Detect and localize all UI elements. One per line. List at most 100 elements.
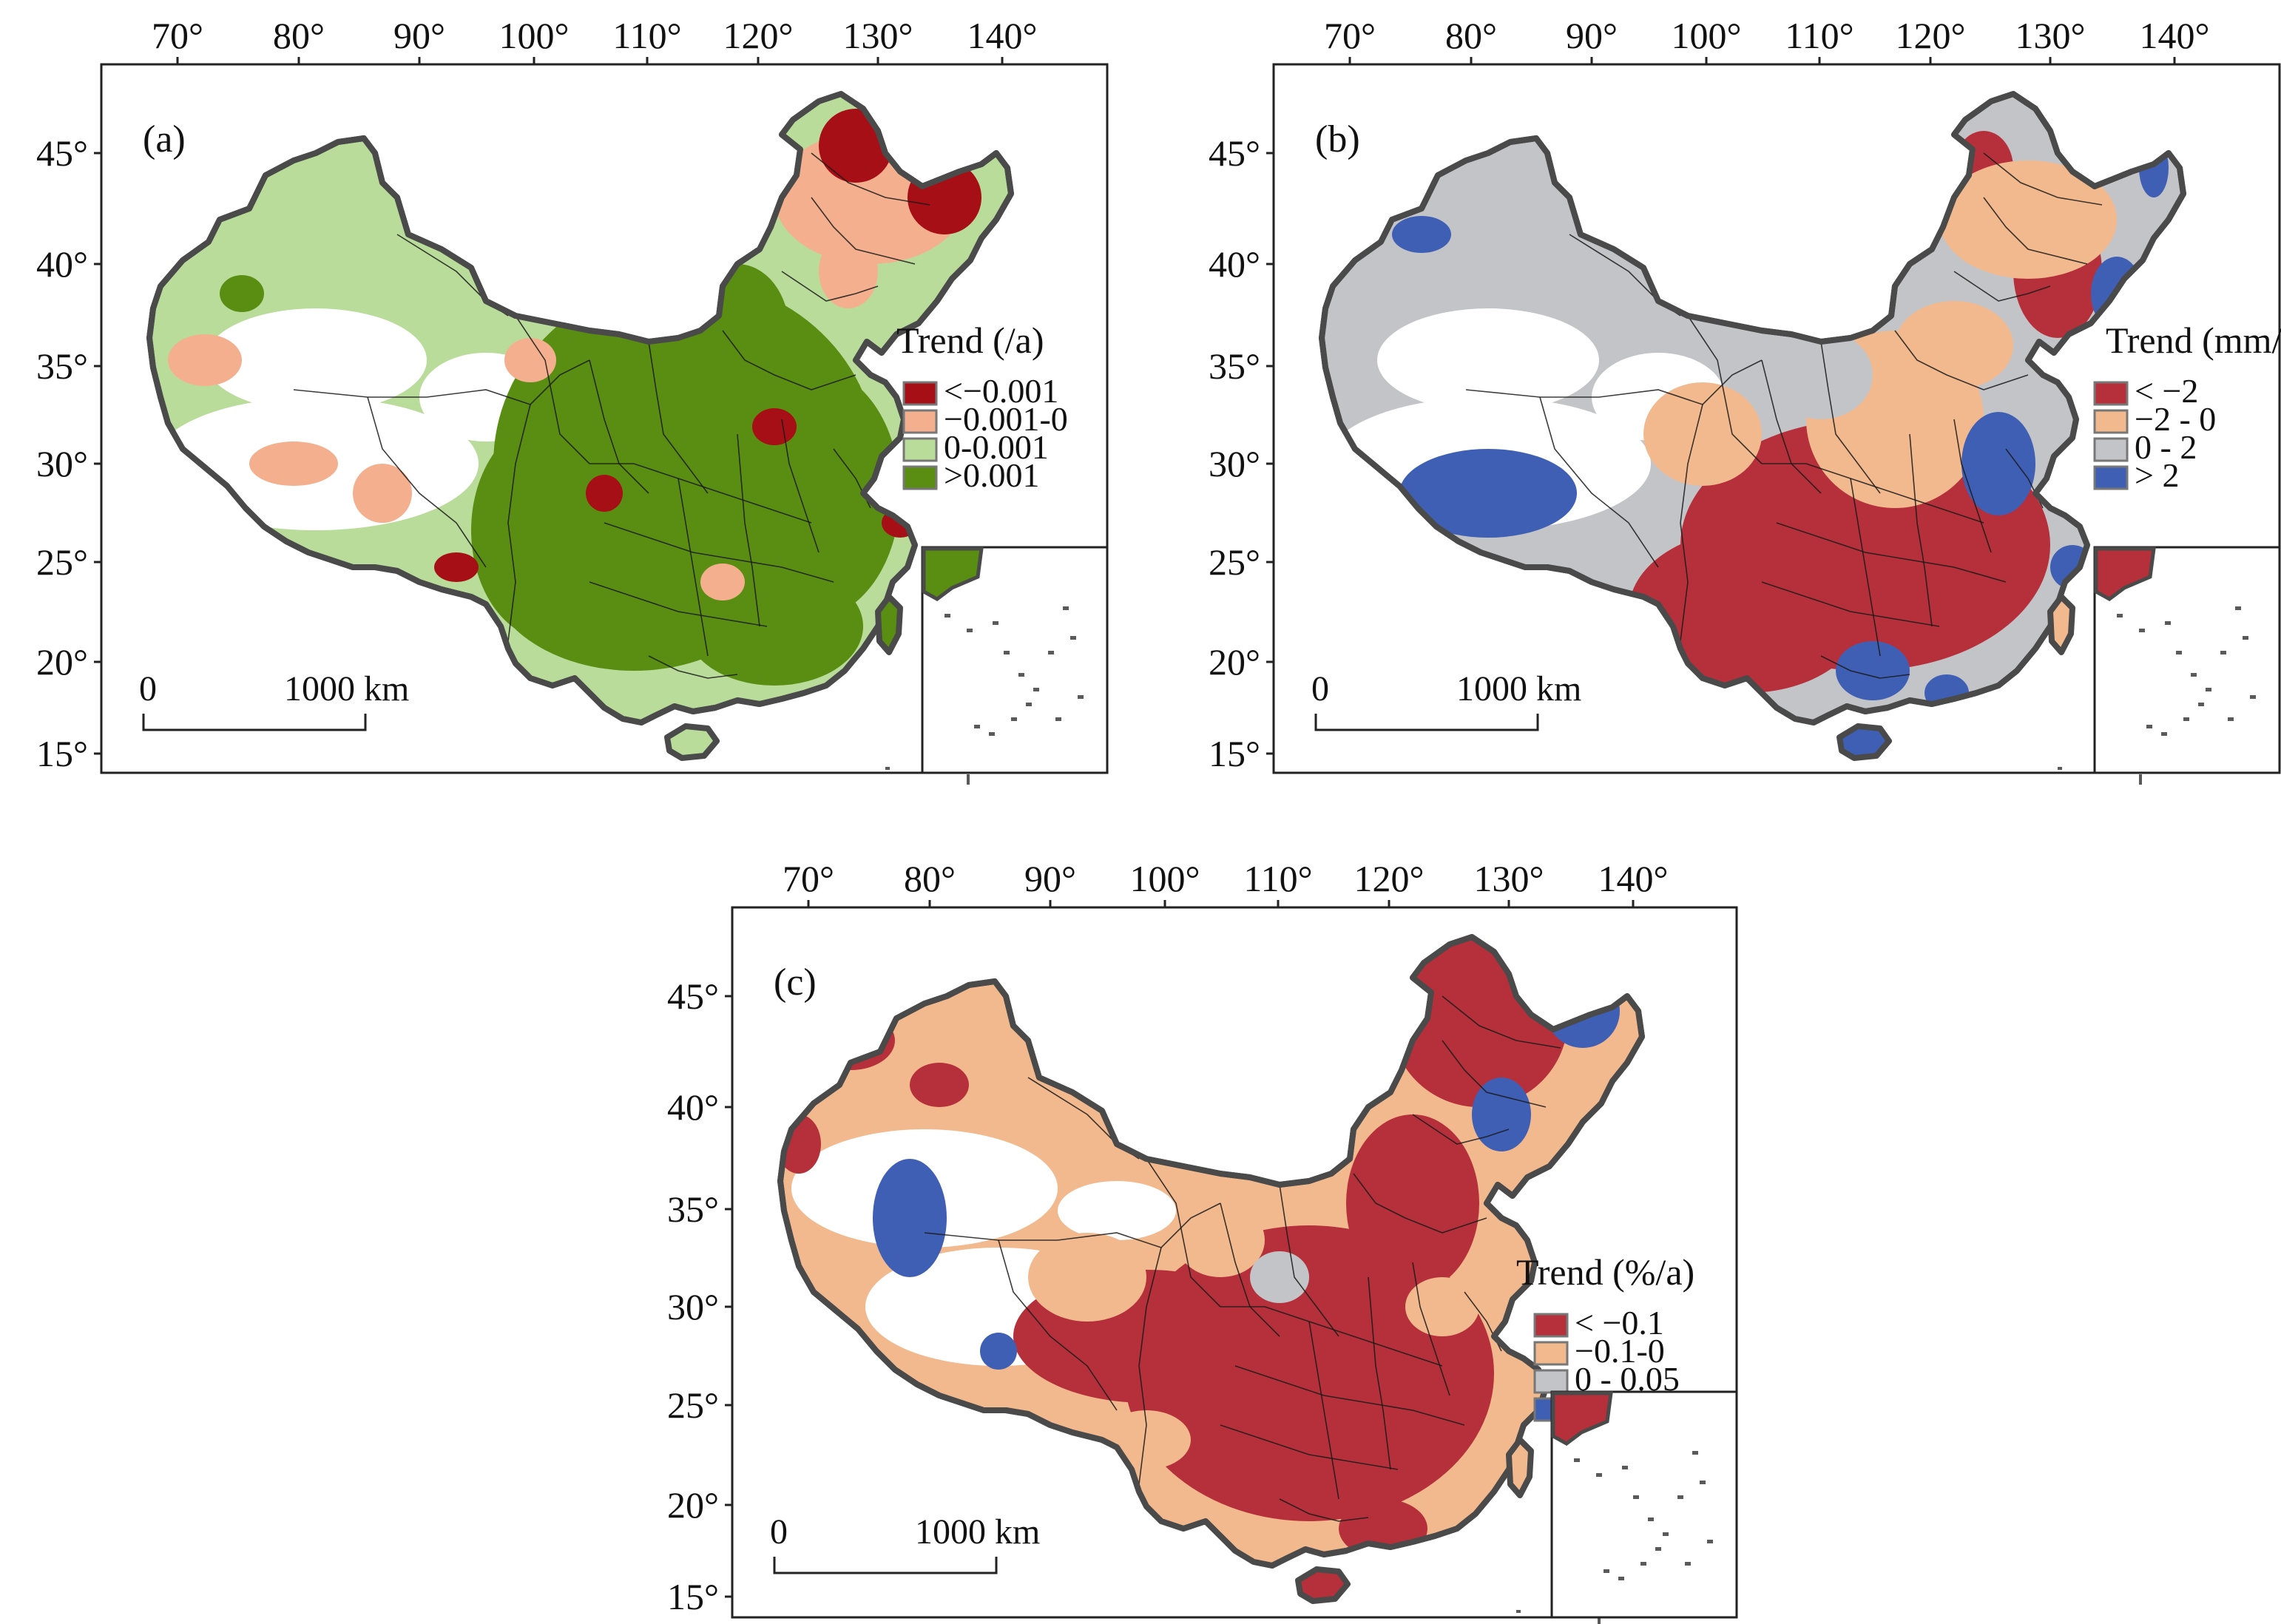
province-boundary xyxy=(1761,359,1822,494)
province-boundary xyxy=(1762,463,1984,524)
y-tick-label: 35° xyxy=(667,1188,719,1230)
legend-title: Trend (/a) xyxy=(896,319,1044,361)
scale-start-label: 0 xyxy=(770,1512,788,1552)
province-boundary xyxy=(367,396,487,568)
legend-label: < −2 xyxy=(2135,372,2198,410)
province-boundary xyxy=(1279,1498,1369,1522)
legend-swatch xyxy=(1533,1369,1569,1394)
inset-island xyxy=(2165,621,2171,625)
inset-island xyxy=(1048,651,1054,654)
inset-island xyxy=(944,614,950,618)
province-boundary xyxy=(1761,581,1940,627)
inset-island xyxy=(2228,717,2234,721)
national-boundary xyxy=(1319,91,2186,725)
inset-coast xyxy=(922,547,984,601)
province-boundary xyxy=(1412,1114,1510,1145)
trend-patch xyxy=(1399,449,1577,538)
x-tick-label: 140° xyxy=(2140,15,2210,56)
y-tick-label: 40° xyxy=(667,1086,719,1128)
province-boundary xyxy=(648,341,709,494)
x-tick-label: 110° xyxy=(612,15,681,56)
legend-swatch xyxy=(1533,1313,1569,1338)
inset-island xyxy=(967,629,973,632)
trend-patch xyxy=(700,564,745,600)
province-boundary xyxy=(1220,1424,1399,1470)
trend-patch xyxy=(353,464,412,523)
inset-island xyxy=(2250,695,2256,699)
y-tick-label: 15° xyxy=(36,733,88,774)
inset-island xyxy=(2183,717,2189,721)
no-data-area xyxy=(1058,1181,1176,1240)
trend-patch xyxy=(910,1063,969,1107)
legend-label: <−0.001 xyxy=(944,372,1058,410)
inset-island xyxy=(1663,1532,1669,1536)
province-boundary xyxy=(1953,419,1992,553)
y-tick-label: 30° xyxy=(1209,443,1260,484)
inset-coast xyxy=(2094,547,2156,601)
y-tick-label: 45° xyxy=(36,132,88,174)
inset-island xyxy=(1622,1466,1628,1469)
trend-patch xyxy=(819,234,878,308)
national-boundary xyxy=(146,91,1014,725)
x-tick-label: 140° xyxy=(967,15,1038,56)
inset-island xyxy=(1640,1562,1646,1566)
x-tick-label: 80° xyxy=(904,858,956,899)
province-boundary xyxy=(1539,396,1659,568)
taiwan-island xyxy=(2047,594,2075,655)
x-tick-label: 120° xyxy=(1354,858,1425,899)
province-boundary xyxy=(1279,1184,1339,1337)
province-boundary xyxy=(677,478,709,657)
province-boundary xyxy=(781,271,879,302)
map-svg: 70° 80° 90° 100° 110° 120° 130° 140° 45° 40° 35° 30… xyxy=(1209,15,2281,785)
y-tick-label: 15° xyxy=(667,1576,719,1617)
x-tick-label: 130° xyxy=(1474,858,1544,899)
inset-island xyxy=(1618,1577,1624,1580)
province-boundary xyxy=(515,315,590,464)
hainan-island xyxy=(1836,723,1892,761)
x-tick-label: 140° xyxy=(1598,858,1669,899)
trend-patch xyxy=(1392,216,1451,253)
x-tick-label: 70° xyxy=(1324,15,1376,56)
scale-end-label: 1000 km xyxy=(284,669,409,708)
x-tick-label: 80° xyxy=(1445,15,1497,56)
province-boundary xyxy=(1909,433,1933,627)
inset-island xyxy=(2161,732,2167,736)
inset-island xyxy=(1685,1562,1691,1566)
legend-swatch xyxy=(2093,381,2129,406)
x-tick-label: 120° xyxy=(1896,15,1966,56)
trend-patch xyxy=(1769,331,1873,419)
legend-title: Trend (mm/a) xyxy=(2106,319,2281,361)
legend-label: < −0.1 xyxy=(1575,1304,1664,1342)
x-tick-label: 130° xyxy=(843,15,913,56)
x-tick-label: 80° xyxy=(273,15,325,56)
province-boundary xyxy=(1953,271,2051,302)
trend-patch xyxy=(980,1333,1017,1370)
hainan-island xyxy=(664,723,720,761)
no-data-area xyxy=(205,308,427,412)
trend-patch xyxy=(1961,412,2035,515)
inset-island xyxy=(989,732,995,736)
y-tick-label: 20° xyxy=(667,1484,719,1526)
y-tick-label: 25° xyxy=(1209,541,1260,583)
trend-patch xyxy=(1895,301,2013,390)
y-tick-label: 20° xyxy=(1209,641,1260,683)
trend-patch xyxy=(1472,1077,1531,1151)
inset-island xyxy=(2206,688,2211,691)
x-tick-label: 100° xyxy=(499,15,570,56)
inset-island xyxy=(1633,1495,1639,1499)
inset-island xyxy=(1692,1451,1698,1455)
province-boundary xyxy=(1412,1262,1450,1396)
trend-patch xyxy=(471,419,634,641)
trend-patch xyxy=(1939,160,2117,279)
inset-island xyxy=(974,725,980,728)
inset-island xyxy=(993,621,998,625)
province-boundary xyxy=(1308,1321,1339,1500)
panel-label: (c) xyxy=(774,961,817,1004)
y-tick-label: 25° xyxy=(36,541,88,583)
inset-coast xyxy=(1551,1391,1613,1446)
inset-island xyxy=(1655,1547,1661,1551)
y-tick-label: 40° xyxy=(36,243,88,285)
island xyxy=(2058,767,2062,770)
x-tick-label: 100° xyxy=(1130,858,1200,899)
legend-label: −0.1-0 xyxy=(1575,1332,1665,1370)
